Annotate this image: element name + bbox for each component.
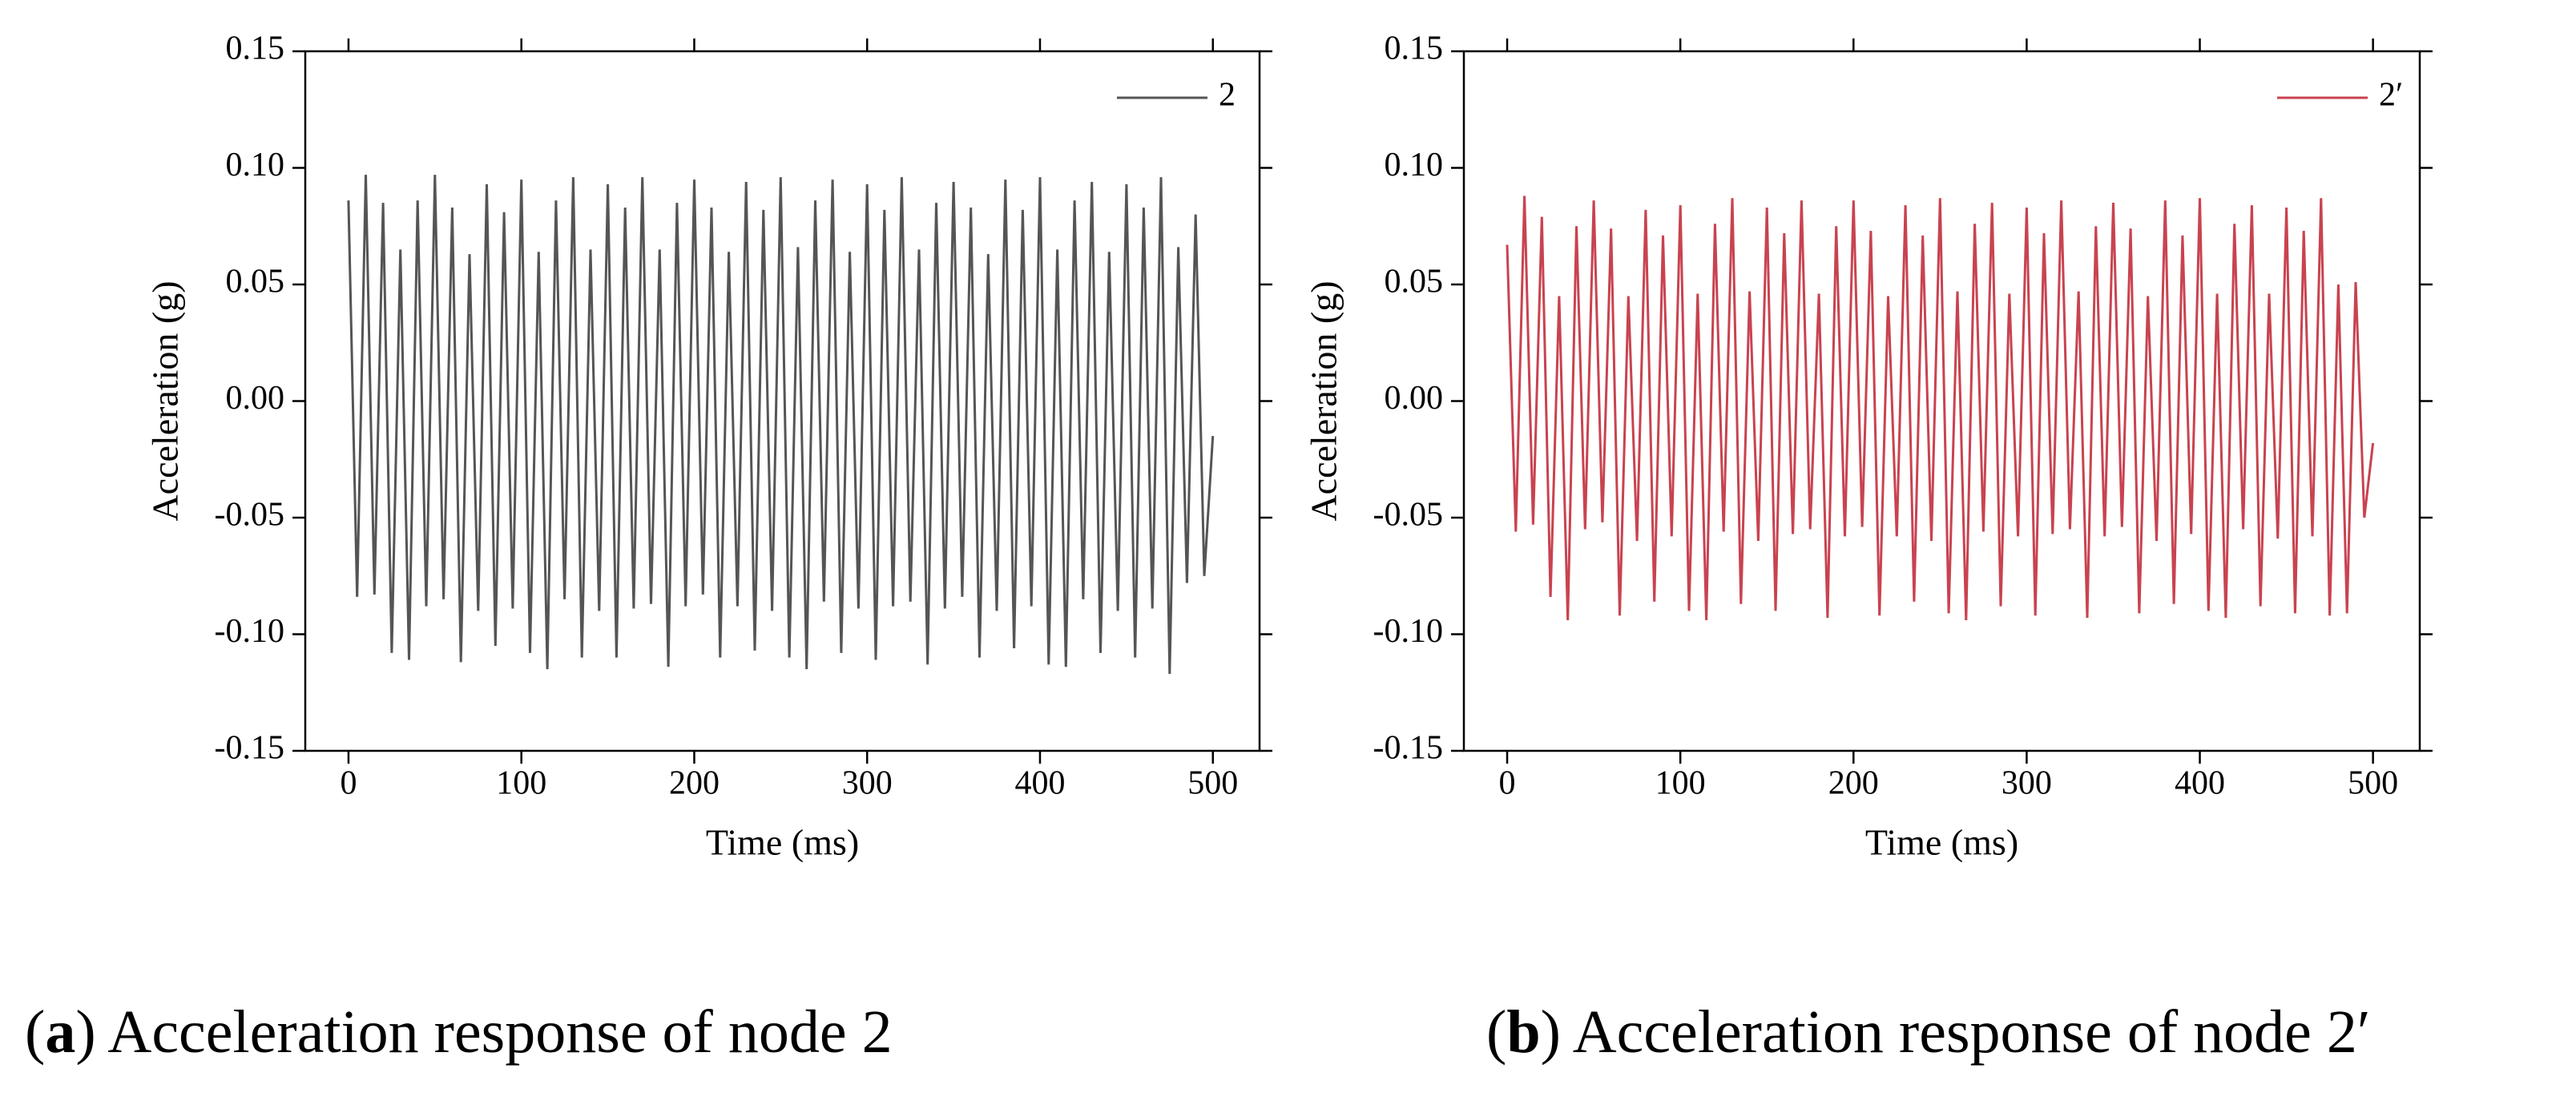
x-tick-label: 200 [1828, 765, 1879, 802]
x-tick-label: 300 [2002, 765, 2052, 802]
y-tick-label: 0.00 [226, 380, 285, 417]
caption-part: ) Acceleration response of node 2 [75, 998, 892, 1066]
caption-part: a [45, 998, 75, 1066]
y-axis-title: Acceleration (g) [1304, 280, 1344, 521]
x-tick-label: 400 [1014, 765, 1065, 802]
caption: (a) Acceleration response of node 2 [25, 998, 893, 1066]
plot-frame [1462, 50, 2421, 752]
y-tick-label: -0.05 [215, 497, 285, 534]
y-tick-label: 0.05 [1385, 264, 1444, 300]
legend-label: 2 [1219, 77, 1236, 114]
x-tick-label: 500 [1187, 765, 1238, 802]
x-tick-label: 0 [340, 765, 357, 802]
y-tick-label: -0.15 [215, 730, 285, 767]
y-tick-label: -0.10 [1373, 613, 1444, 650]
legend-label: 2′ [2379, 77, 2403, 114]
data-line [347, 175, 1215, 675]
caption-part: ( [25, 998, 45, 1066]
y-tick-label: -0.15 [1373, 730, 1444, 767]
x-tick-label: 500 [2348, 765, 2398, 802]
x-tick-label: 400 [2175, 765, 2225, 802]
y-axis-title: Acceleration (g) [145, 280, 186, 521]
chart: -0.15 -0.10 -0.05 0.00 0.05 0.10 0.15 0 100 200 30… [25, 30, 1272, 1066]
x-tick-label: 100 [1655, 765, 1706, 802]
y-tick-label: 0.15 [1385, 30, 1444, 67]
y-tick-label: -0.05 [1373, 497, 1444, 534]
x-tick-label: 200 [669, 765, 720, 802]
y-tick-label: 0.00 [1385, 380, 1444, 417]
caption-part: b [1506, 998, 1540, 1066]
x-axis-title: Time (ms) [706, 822, 859, 863]
y-tick-label: -0.10 [215, 613, 285, 650]
caption-part: ( [1486, 998, 1506, 1066]
y-tick-label: 0.15 [226, 30, 285, 67]
y-tick-label: 0.10 [1385, 147, 1444, 183]
y-tick-label: 0.10 [226, 147, 285, 183]
chart: -0.15 -0.10 -0.05 0.00 0.05 0.10 0.15 0 100 200 30… [1304, 30, 2433, 1066]
x-axis-title: Time (ms) [1865, 822, 2018, 863]
y-tick-label: 0.05 [226, 264, 285, 300]
caption: (b) Acceleration response of node 2′ [1486, 998, 2371, 1066]
caption-part: ) Acceleration response of node 2′ [1541, 998, 2371, 1066]
x-tick-label: 0 [1499, 765, 1516, 802]
x-tick-label: 100 [496, 765, 546, 802]
x-tick-label: 300 [842, 765, 893, 802]
data-line [1506, 196, 2375, 621]
